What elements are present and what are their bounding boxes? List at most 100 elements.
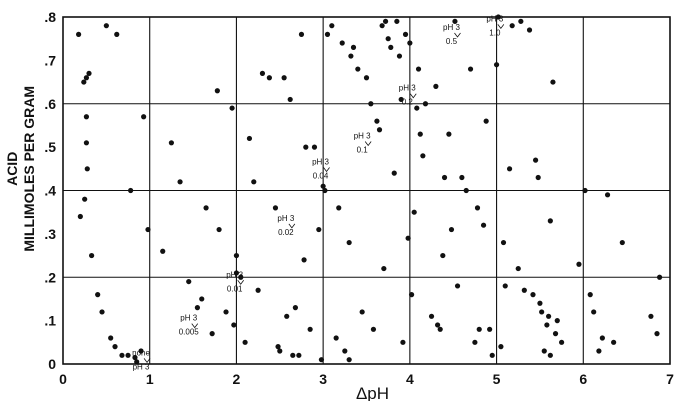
data-point [333,335,339,341]
data-point [307,326,313,332]
data-point [238,274,244,280]
data-point [535,174,541,181]
annotation: pH 3 0.02 [277,214,296,237]
data-point [112,344,118,350]
data-point [547,218,553,224]
data-point [125,352,131,358]
data-point [259,70,266,76]
data-point [301,257,307,263]
x-tick-label: 3 [319,371,327,387]
data-point [128,187,134,194]
data-point [370,326,377,332]
data-point [320,183,326,189]
data-point [530,292,536,298]
annotation-text: pH 3 [354,131,371,140]
data-point [398,96,404,103]
data-point [544,322,550,328]
data-point [408,292,415,298]
annotation: pH 3 1.0 [486,14,505,37]
data-point [346,357,352,363]
annotation-text: 0.2 [402,98,414,107]
data-point [194,305,201,311]
annotation-text: pH 3 [180,314,197,323]
data-point [480,222,487,228]
y-tick-label: .3 [44,226,56,242]
y-tick-label: .5 [44,139,56,155]
data-point [292,305,298,311]
data-point [433,83,439,89]
annotation-arrow [454,32,461,38]
x-tick-label: 4 [406,371,414,387]
data-point [242,339,248,345]
y-tick-labels: 0 .1 .2 .3 .4 .5 .6 .7 .8 [44,9,56,372]
data-point [203,205,209,211]
data-point [132,354,138,361]
data-point [402,31,409,37]
data-point [599,335,605,341]
data-point [474,205,481,211]
data-point [604,192,611,198]
data-point [385,36,391,42]
data-point [619,239,625,246]
data-point [552,331,559,337]
data-point [541,348,547,354]
data-point [199,296,205,302]
data-point [342,348,348,354]
annotation-text: pH 3 [399,84,416,93]
data-point [84,166,90,172]
data-point [550,79,556,85]
data-point [405,235,411,241]
annotation-text: pH 3 [226,270,243,279]
y-axis-label-line1: ACID [4,152,20,186]
annotation-text: 0.5 [446,37,458,46]
data-point [350,44,357,50]
data-point [483,118,489,124]
data-point [134,359,140,365]
data-point [298,31,305,37]
data-point [539,309,545,315]
data-point [255,287,261,293]
annotation-arrow [237,280,245,285]
data-point [587,292,593,298]
annotation: pH 3 0.1 [354,131,372,154]
data-point [391,170,397,176]
data-point [160,248,166,254]
y-tick-label: .2 [44,269,56,285]
data-point [346,239,352,246]
data-point [177,179,183,185]
data-point [368,101,374,107]
annotation-text: 0.02 [278,228,294,237]
annotation: pH 3 0.5 [443,23,461,46]
data-point [251,179,257,185]
data-point [452,18,458,24]
data-point [547,352,553,358]
annotation-arrow [288,223,296,229]
x-tick-labels: 0 1 2 3 4 5 6 7 [59,371,674,387]
data-point [379,23,385,29]
annotation: none pH 3 [132,348,150,371]
data-point [284,313,290,319]
data-points [76,14,663,365]
data-point [498,344,504,350]
y-tick-label: .7 [44,52,56,68]
data-point [446,131,452,137]
data-point [82,196,88,202]
data-point [223,309,229,315]
data-point [454,283,461,289]
data-point [394,18,400,24]
data-point [374,118,380,124]
data-point [648,313,654,319]
data-point [532,157,539,163]
data-point [246,135,253,142]
data-point [272,205,279,211]
data-point [448,226,455,233]
data-point [281,75,287,81]
data-point [83,140,90,146]
data-point [119,352,125,358]
data-point [656,274,663,280]
annotation-text: pH 3 [443,23,460,32]
annotation-text: 1.0 [489,28,501,37]
data-point [168,140,174,146]
data-point [77,213,83,220]
x-tick-label: 7 [666,371,674,387]
